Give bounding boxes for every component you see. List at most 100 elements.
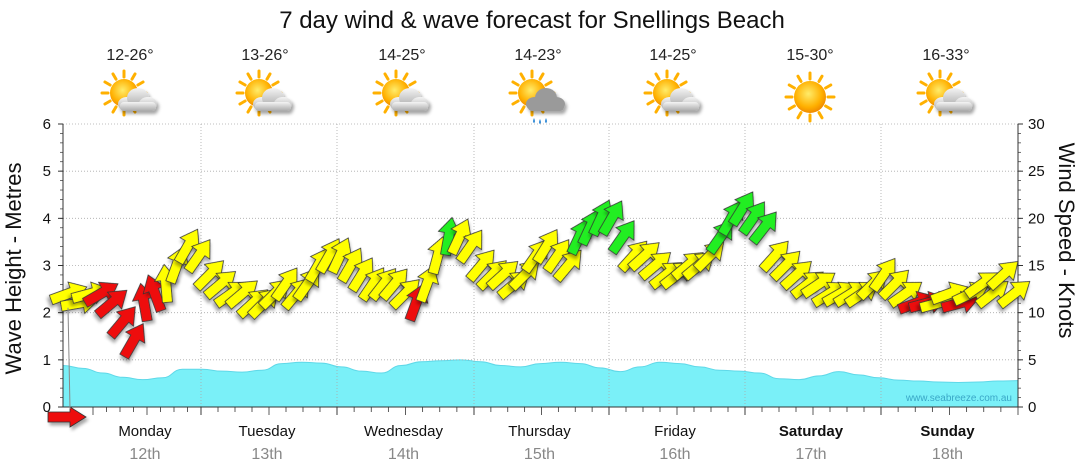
cloud-shape [526, 88, 565, 111]
temperature-range: 15-30° [786, 47, 833, 64]
partly-cloudy-icon [916, 69, 973, 117]
sun-ray [408, 80, 417, 87]
sun-ray [111, 105, 118, 114]
temperature-range: 14-25° [649, 47, 696, 64]
sun-ray [919, 80, 928, 87]
sun-ray [265, 72, 272, 81]
day-name-label: Saturday [779, 423, 844, 440]
day-date-label: 12th [129, 446, 160, 463]
sun-ray [919, 99, 928, 106]
sun-ray [103, 80, 112, 87]
sun-ray [824, 83, 833, 90]
left-tick-label: 1 [43, 352, 51, 369]
wind-arrow [552, 249, 582, 284]
sunny-icon [784, 71, 836, 123]
left-tick-label: 6 [43, 116, 51, 133]
day-name-label: Wednesday [364, 423, 443, 440]
wind-arrow [455, 229, 483, 265]
partly-cloudy-icon [643, 69, 700, 117]
wind-arrow [607, 220, 635, 256]
wind-arrow-start [47, 406, 87, 428]
sun-ray [383, 105, 390, 114]
rain-drop [545, 118, 547, 123]
sun-ray [519, 72, 526, 81]
rain-drop [533, 118, 535, 123]
wave-height-area [62, 359, 1019, 408]
sun-ray [796, 74, 803, 83]
right-tick-label: 5 [1028, 352, 1036, 369]
chart-title: 7 day wind & wave forecast for Snellings… [279, 7, 785, 34]
sun-ray [952, 80, 961, 87]
cloud-shape [390, 88, 429, 111]
cloud-base [392, 102, 428, 111]
cloud-shape [253, 88, 292, 111]
sun-ray [946, 72, 953, 81]
sun-ray [654, 72, 661, 81]
sun-ray [246, 72, 253, 81]
right-tick-label: 0 [1028, 399, 1036, 416]
sun-ray [271, 80, 280, 87]
sun-ray [246, 105, 253, 114]
sun-ray [927, 72, 934, 81]
right-tick-label: 10 [1028, 305, 1045, 322]
sun-ray [679, 80, 688, 87]
sun-ray [646, 80, 655, 87]
sun-ray [796, 111, 803, 120]
left-tick-label: 4 [43, 210, 51, 227]
temperature-range: 16-33° [922, 47, 969, 64]
sun-ray [238, 99, 247, 106]
day-date-label: 18th [932, 446, 963, 463]
partly-cloudy-icon [235, 69, 292, 117]
left-tick-label: 3 [43, 258, 51, 275]
sun-ray [927, 105, 934, 114]
wind-arrow [748, 211, 777, 246]
cloud-base [120, 102, 156, 111]
cloud-base [663, 102, 699, 111]
temperature-range: 12-26° [106, 47, 153, 64]
wind-arrow [106, 306, 136, 340]
wind-arrow [415, 264, 440, 304]
day-name-label: Friday [654, 423, 696, 440]
sun-ray [136, 80, 145, 87]
sun-ray [787, 104, 796, 111]
sun-ray [654, 105, 661, 114]
sun-ray [519, 105, 526, 114]
watermark: www.seabreeze.com.au [905, 393, 1012, 404]
day-name-label: Sunday [920, 423, 975, 440]
left-tick-label: 2 [43, 305, 51, 322]
day-date-label: 15th [524, 446, 555, 463]
sun-ray [787, 83, 796, 90]
day-date-label: 14th [388, 446, 419, 463]
temperature-range: 14-25° [378, 47, 425, 64]
left-tick-label: 0 [43, 399, 51, 416]
right-tick-label: 25 [1028, 163, 1045, 180]
wind-arrow [597, 200, 624, 237]
wind-arrow [985, 261, 1019, 292]
sun-ray [824, 104, 833, 111]
cloud-shape [118, 88, 157, 111]
wind-arrow [119, 323, 146, 360]
sun-ray [538, 72, 545, 81]
wind-arrow [93, 289, 128, 320]
sun-ray [817, 74, 824, 83]
day-name-label: Thursday [508, 423, 571, 440]
wind-connector-line [67, 307, 71, 410]
y-axis-left-label: Wave Height - Metres [1, 163, 26, 375]
cloud-base [936, 102, 972, 111]
partly-cloudy-icon [100, 69, 157, 117]
cloud-shape [661, 88, 700, 111]
wave-height-fill [62, 359, 1019, 408]
temperature-range: 13-26° [241, 47, 288, 64]
day-date-label: 16th [659, 446, 690, 463]
right-tick-label: 30 [1028, 116, 1045, 133]
sun-ray [817, 111, 824, 120]
partly-cloudy-icon [372, 69, 429, 117]
sun-ray [673, 72, 680, 81]
temperature-range: 14-23° [514, 47, 561, 64]
rain-drop [539, 119, 541, 124]
left-tick-label: 5 [43, 163, 51, 180]
right-tick-label: 15 [1028, 258, 1045, 275]
cloud-base [528, 102, 564, 111]
day-name-label: Tuesday [239, 423, 296, 440]
